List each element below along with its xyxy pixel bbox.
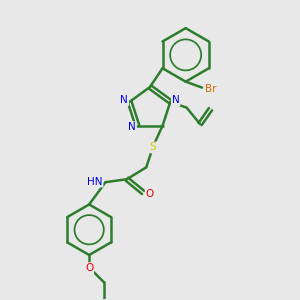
Text: S: S xyxy=(150,142,156,152)
Text: O: O xyxy=(146,189,154,199)
Text: Br: Br xyxy=(205,84,217,94)
Text: HN: HN xyxy=(87,177,103,187)
Text: N: N xyxy=(120,95,128,105)
Text: O: O xyxy=(85,263,93,273)
Text: N: N xyxy=(128,122,136,132)
Text: N: N xyxy=(172,95,180,105)
